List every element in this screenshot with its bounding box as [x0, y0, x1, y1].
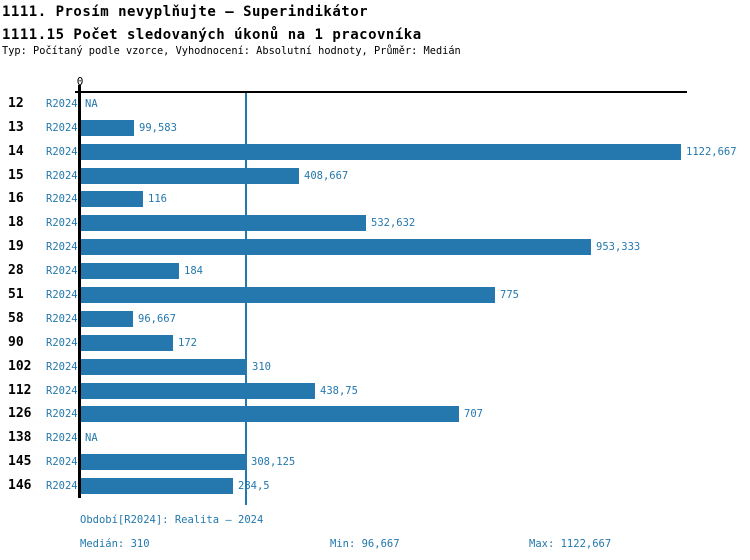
bar: [81, 478, 233, 495]
row-series-label: R2024: [46, 97, 78, 110]
bar: [81, 167, 299, 184]
bar: [81, 119, 134, 136]
bar: [81, 263, 179, 280]
report-title: 1111. Prosím nevyplňujte – Superindikáto…: [2, 4, 369, 20]
bar-value-label: 953,333: [596, 241, 641, 254]
y-axis-line: [78, 85, 81, 498]
row-category-label: 102: [8, 358, 32, 374]
footer-period: Období[R2024]: Realita – 2024: [80, 514, 264, 526]
row-series-label: R2024: [46, 265, 78, 278]
row-series-label: R2024: [46, 121, 78, 134]
row-category-label: 12: [8, 95, 24, 111]
bar: [81, 406, 459, 423]
row-series-label: R2024: [46, 169, 78, 182]
row-series-label: R2024: [46, 193, 78, 206]
row-category-label: 51: [8, 286, 24, 302]
footer-median: Medián: 310: [80, 538, 150, 550]
bar: [81, 191, 143, 208]
row-series-label: R2024: [46, 312, 78, 325]
x-axis-zero-tick-label: 0: [76, 75, 84, 88]
footer-min: Min: 96,667: [330, 538, 400, 550]
row-category-label: 18: [8, 215, 24, 231]
indicator-meta: Typ: Počítaný podle vzorce, Vyhodnocení:…: [2, 45, 461, 57]
row-series-label: R2024: [46, 360, 78, 373]
bar-value-label: 532,632: [371, 217, 416, 230]
x-axis-line: [75, 91, 687, 93]
row-series-label: R2024: [46, 241, 78, 254]
row-series-label: R2024: [46, 384, 78, 397]
indicator-title: 1111.15 Počet sledovaných úkonů na 1 pra…: [2, 27, 422, 43]
bar-value-label: 116: [148, 193, 167, 206]
row-category-label: 145: [8, 454, 32, 470]
bar: [81, 310, 133, 327]
bar: [81, 382, 315, 399]
bar-value-label: NA: [85, 97, 98, 110]
footer-max: Max: 1122,667: [529, 538, 612, 550]
bar-value-label: 99,583: [139, 121, 177, 134]
row-category-label: 58: [8, 310, 24, 326]
row-category-label: 14: [8, 143, 24, 159]
row-series-label: R2024: [46, 145, 78, 158]
row-category-label: 19: [8, 239, 24, 255]
bar-value-label: 284,5: [238, 480, 270, 493]
bar: [81, 358, 247, 375]
row-series-label: R2024: [46, 217, 78, 230]
row-series-label: R2024: [46, 456, 78, 469]
bar-value-label: 184: [184, 265, 203, 278]
row-category-label: 13: [8, 119, 24, 135]
row-series-label: R2024: [46, 432, 78, 445]
row-series-label: R2024: [46, 336, 78, 349]
row-category-label: 16: [8, 191, 24, 207]
bar-value-label: NA: [85, 432, 98, 445]
bar: [81, 286, 495, 303]
row-category-label: 28: [8, 263, 24, 279]
row-category-label: 15: [8, 167, 24, 183]
bar: [81, 239, 591, 256]
row-series-label: R2024: [46, 408, 78, 421]
bar-value-label: 1122,667: [686, 145, 737, 158]
bar-value-label: 707: [464, 408, 483, 421]
row-category-label: 90: [8, 334, 24, 350]
bar: [81, 215, 366, 232]
row-series-label: R2024: [46, 288, 78, 301]
bar-value-label: 310: [252, 360, 271, 373]
bar-value-label: 775: [500, 288, 519, 301]
bar-value-label: 172: [178, 336, 197, 349]
bar: [81, 143, 681, 160]
bar-value-label: 96,667: [138, 312, 176, 325]
bar: [81, 454, 246, 471]
bar-value-label: 308,125: [251, 456, 296, 469]
row-category-label: 126: [8, 406, 32, 422]
row-category-label: 138: [8, 430, 32, 446]
row-series-label: R2024: [46, 480, 78, 493]
row-category-label: 146: [8, 478, 32, 494]
bar-value-label: 438,75: [320, 384, 358, 397]
row-category-label: 112: [8, 382, 32, 398]
bar-value-label: 408,667: [304, 169, 349, 182]
bar: [81, 334, 173, 351]
